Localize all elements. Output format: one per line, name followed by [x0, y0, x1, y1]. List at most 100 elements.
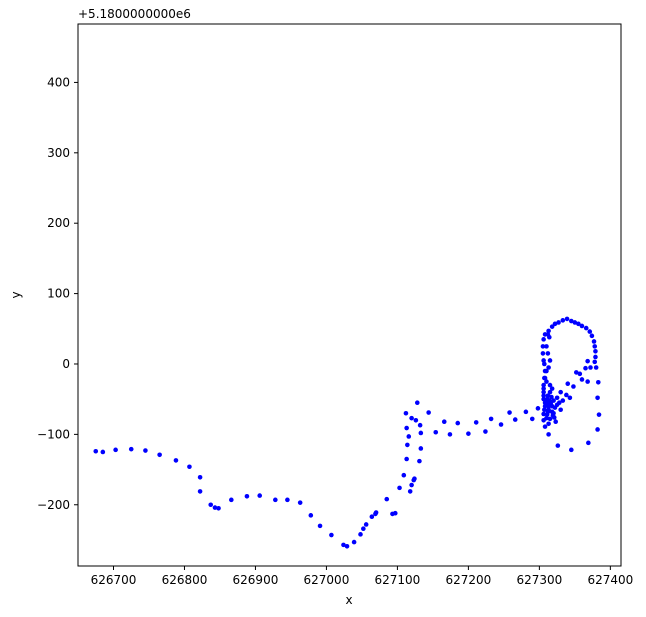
- data-point: [542, 361, 547, 367]
- y-tick-label: 300: [47, 146, 70, 160]
- data-point: [546, 432, 551, 437]
- data-point: [403, 410, 409, 416]
- data-point: [585, 358, 590, 364]
- data-point: [569, 318, 574, 324]
- data-point: [455, 420, 461, 426]
- data-point: [541, 386, 546, 391]
- data-point: [418, 430, 424, 436]
- data-point: [595, 427, 600, 432]
- x-tick-label: 627000: [304, 573, 350, 587]
- data-point: [541, 396, 546, 402]
- data-point: [544, 368, 549, 374]
- data-point: [197, 475, 203, 480]
- data-point: [579, 323, 585, 329]
- data-point: [546, 407, 551, 413]
- data-point: [546, 421, 551, 427]
- data-point: [542, 424, 548, 429]
- data-point: [208, 502, 214, 508]
- data-point: [560, 318, 566, 323]
- data-point: [576, 321, 581, 327]
- data-point: [212, 505, 218, 510]
- data-point: [363, 522, 369, 527]
- x-tick-label: 626700: [91, 573, 137, 587]
- data-point: [544, 415, 549, 421]
- data-point: [329, 532, 334, 538]
- y-axis-label: y: [9, 291, 23, 298]
- data-point: [229, 497, 234, 503]
- x-tick-label: 627300: [516, 573, 562, 587]
- data-point: [244, 494, 250, 499]
- data-point: [351, 539, 357, 545]
- data-point: [547, 416, 553, 422]
- y-offset-label: +5.1800000000e6: [78, 7, 191, 21]
- data-point: [564, 392, 569, 398]
- data-point: [285, 497, 290, 503]
- data-point: [544, 344, 549, 349]
- data-point: [344, 543, 350, 549]
- y-tick-label: 100: [47, 287, 70, 301]
- data-point: [546, 328, 551, 334]
- data-point: [404, 456, 409, 462]
- data-point: [545, 332, 551, 337]
- data-point: [555, 443, 561, 448]
- data-point: [384, 496, 390, 502]
- data-point: [369, 514, 375, 520]
- data-point: [297, 500, 303, 505]
- data-point: [373, 510, 379, 515]
- data-point: [588, 365, 593, 370]
- y-tick-label: 200: [47, 216, 70, 230]
- y-tick-label: 0: [62, 357, 70, 371]
- data-point: [547, 358, 553, 363]
- x-axis-ticks: 626700 626800 626900 627000 627100 627200 6273…: [91, 566, 633, 587]
- data-point: [549, 386, 555, 391]
- data-point: [361, 526, 366, 531]
- data-point: [197, 489, 203, 494]
- x-axis-label: x: [345, 593, 352, 607]
- data-point: [414, 400, 420, 406]
- data-point: [540, 344, 546, 349]
- data-point: [507, 410, 512, 415]
- data-point: [128, 446, 134, 452]
- data-point: [595, 395, 600, 401]
- data-point: [591, 339, 597, 344]
- data-point: [483, 429, 488, 434]
- data-point: [541, 358, 546, 363]
- data-point: [426, 410, 431, 415]
- data-point: [593, 365, 599, 370]
- data-point: [358, 532, 363, 537]
- data-point: [593, 349, 598, 354]
- data-point: [545, 351, 551, 356]
- data-point: [441, 419, 447, 425]
- data-point: [100, 449, 106, 455]
- data-point: [583, 325, 589, 331]
- data-point: [567, 395, 573, 401]
- plot-frame: [77, 23, 622, 567]
- data-point: [542, 407, 547, 413]
- data-point: [541, 382, 546, 388]
- data-point: [405, 442, 410, 448]
- data-point: [143, 448, 148, 453]
- data-point: [572, 320, 578, 325]
- data-point: [549, 324, 555, 329]
- data-point: [552, 321, 558, 327]
- data-point: [397, 485, 402, 491]
- data-point: [596, 412, 602, 417]
- data-point: [173, 458, 179, 463]
- x-tick-label: 627100: [375, 573, 421, 587]
- data-point: [560, 398, 566, 403]
- data-point: [592, 344, 598, 349]
- data-point: [583, 365, 588, 371]
- data-point: [558, 407, 563, 413]
- data-point: [547, 382, 553, 388]
- data-point: [417, 458, 422, 464]
- data-point: [404, 425, 409, 431]
- data-point: [558, 389, 563, 395]
- data-point: [579, 377, 585, 382]
- data-point: [216, 505, 221, 511]
- data-point: [554, 395, 560, 401]
- data-point: [523, 409, 529, 415]
- data-point: [553, 419, 558, 425]
- data-point: [413, 417, 419, 423]
- data-point: [549, 394, 554, 400]
